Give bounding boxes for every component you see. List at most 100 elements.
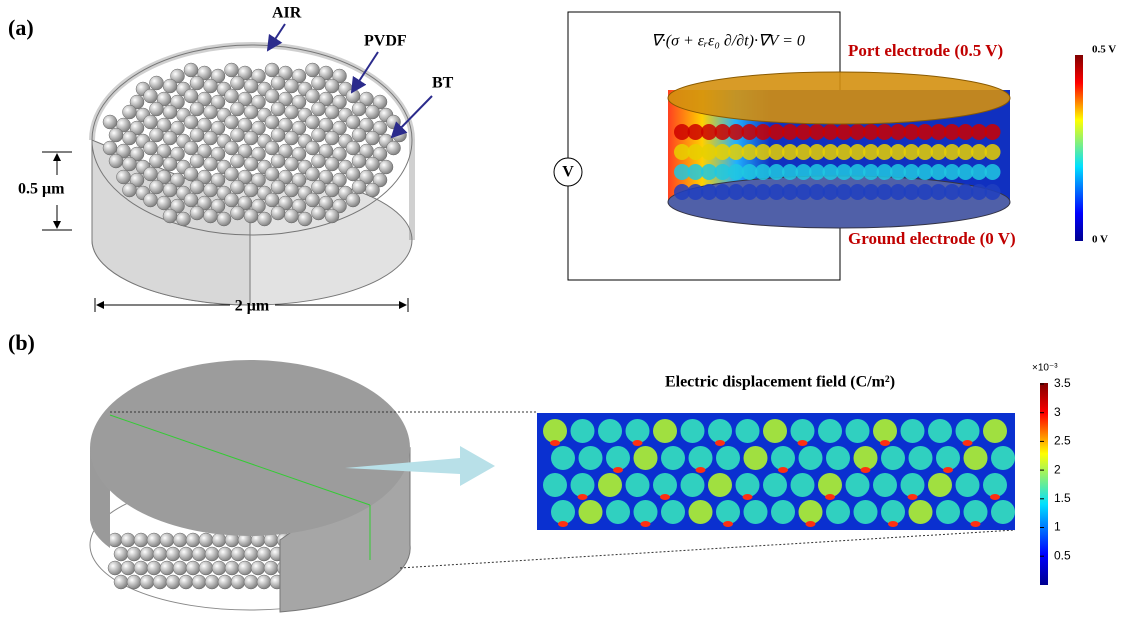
field-blob <box>991 500 1015 524</box>
field-blob <box>626 473 650 497</box>
particle <box>144 89 158 103</box>
particle <box>166 547 180 561</box>
electrode-model <box>668 72 1010 228</box>
particle <box>140 547 154 561</box>
field-blob <box>708 419 732 443</box>
field-blob <box>873 419 897 443</box>
field-blob <box>736 473 760 497</box>
field-blob <box>763 419 787 443</box>
field-blob <box>653 473 677 497</box>
particle <box>225 115 239 129</box>
field-blob <box>826 446 850 470</box>
particle <box>285 131 299 145</box>
field-hotspot <box>778 467 788 473</box>
field-blob <box>579 446 603 470</box>
equation: ∇·(σ + εᵣε₀ ∂/∂t)·∇V = 0 <box>651 33 805 50</box>
particle <box>346 141 360 155</box>
particle <box>225 141 239 155</box>
tick-label: 3 <box>1054 405 1061 419</box>
particle <box>306 115 320 129</box>
field-blob <box>936 446 960 470</box>
particle <box>144 193 158 207</box>
particle <box>108 533 122 547</box>
particle <box>238 561 252 575</box>
particle <box>312 206 326 220</box>
particle <box>985 144 1001 160</box>
field-hotspot <box>723 521 733 527</box>
particle <box>244 209 258 223</box>
particle <box>379 160 393 174</box>
particle <box>157 196 171 210</box>
particle <box>218 547 232 561</box>
particle <box>144 167 158 181</box>
field-blob <box>873 473 897 497</box>
particle <box>265 193 279 207</box>
field-hotspot <box>558 521 568 527</box>
particle <box>231 154 245 168</box>
particle <box>127 547 141 561</box>
tick-label: 2.5 <box>1054 434 1071 448</box>
field-blob <box>571 419 595 443</box>
field-blob <box>909 446 933 470</box>
tick-label: 1.5 <box>1054 491 1071 505</box>
field-hotspot <box>743 494 753 500</box>
particle <box>285 157 299 171</box>
figure: (a) AIR PVDF BT 0.5 μm 2 μm V ∇·(σ + εᵣε… <box>0 0 1129 617</box>
particle <box>225 63 239 77</box>
field-hotspot <box>825 494 835 500</box>
particle <box>186 561 200 575</box>
particle <box>231 76 245 90</box>
particle <box>109 154 123 168</box>
particle <box>103 115 117 129</box>
field-blob <box>901 419 925 443</box>
particle <box>163 131 177 145</box>
field-blob <box>983 473 1007 497</box>
particle <box>244 183 258 197</box>
field-blob <box>606 446 630 470</box>
particle <box>184 115 198 129</box>
particle <box>366 131 380 145</box>
particle <box>212 561 226 575</box>
cut-model <box>90 360 410 612</box>
particle <box>192 575 206 589</box>
particle <box>123 157 137 171</box>
particle <box>265 89 279 103</box>
particle <box>325 131 339 145</box>
particle <box>346 193 360 207</box>
field-blob <box>983 419 1007 443</box>
field-blob <box>579 500 603 524</box>
field-blob <box>928 419 952 443</box>
particle <box>985 164 1001 180</box>
particle <box>271 180 285 194</box>
field-blob <box>626 419 650 443</box>
field-blob <box>818 473 842 497</box>
field-blob <box>881 446 905 470</box>
particle <box>244 79 258 93</box>
field-blob <box>826 500 850 524</box>
field-blob <box>956 419 980 443</box>
particle <box>204 131 218 145</box>
panel-label: (b) <box>8 330 35 355</box>
field-hotspot <box>971 521 981 527</box>
particle <box>144 141 158 155</box>
particle <box>192 547 206 561</box>
field-blob <box>936 500 960 524</box>
particle <box>190 154 204 168</box>
particle <box>163 209 177 223</box>
colorbar <box>1040 383 1048 585</box>
field-blob <box>901 473 925 497</box>
particle <box>251 561 265 575</box>
tick-label: 3.5 <box>1054 376 1071 390</box>
particle <box>257 547 271 561</box>
field-blob <box>791 419 815 443</box>
particle <box>352 102 366 116</box>
field-hotspot <box>798 440 808 446</box>
field-hotspot <box>861 467 871 473</box>
particle <box>265 141 279 155</box>
field-blob <box>661 446 685 470</box>
field-hotspot <box>990 494 1000 500</box>
particle <box>184 89 198 103</box>
particle <box>150 180 164 194</box>
particle <box>312 102 326 116</box>
particle <box>366 157 380 171</box>
